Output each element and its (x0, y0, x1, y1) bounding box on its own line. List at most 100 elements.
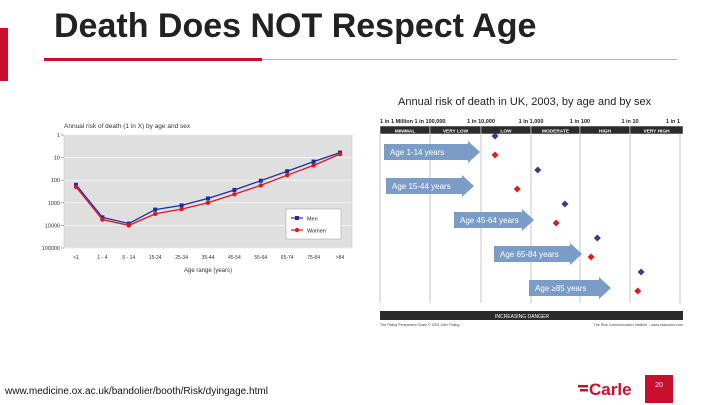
data-point-women (258, 183, 263, 188)
data-point-men (206, 196, 210, 201)
age-group-arrow (454, 209, 534, 231)
x-axis-ticks: <1 1 - 4 5 - 14 15-24 25-34 35-44 45-54 55-64 65… (73, 255, 344, 261)
data-point-men (232, 187, 237, 192)
x-tick-label: 45-54 (228, 255, 241, 261)
age-group-label: Age 15-44 years (392, 182, 451, 191)
scale-tick-label: 1 in 1 (666, 119, 680, 125)
slide-title: Death Does NOT Respect Age (54, 7, 537, 45)
y-tick-label: 1000 (48, 201, 60, 207)
series-group (73, 150, 343, 228)
x-tick-label: <1 (73, 255, 79, 261)
data-point-men (153, 207, 158, 212)
band-label: MODERATE (542, 129, 570, 135)
x-tick-label: 15-24 (149, 255, 162, 261)
women-risk-marker (552, 219, 560, 227)
band-cell (629, 125, 684, 135)
chart-title: Annual risk of death in UK, 2003, by age… (398, 96, 652, 108)
legend-box (285, 208, 342, 240)
scale-ticks: 1 in 1 Million 1 in 100,000 1 in 10,000 1 i… (380, 119, 680, 125)
age-group-label: Age 1-14 years (390, 148, 444, 157)
men-risk-marker (561, 200, 569, 208)
data-point-women (285, 172, 290, 178)
data-point-men (285, 169, 290, 174)
age-group-arrow (529, 277, 611, 299)
legend-women-marker (294, 227, 300, 233)
age-group-label: Age 45-64 years (460, 216, 519, 225)
age-groups: Age 1-14 years Age 15-44 years Age 45-64 y… (384, 132, 645, 299)
age-group-arrow (384, 141, 480, 163)
men-risk-marker (637, 268, 645, 276)
credit-left: The Paling Perspective Scale © 2001 John… (380, 323, 459, 327)
data-point-women (153, 211, 158, 217)
footer-label: INCREASING DANGER (495, 314, 549, 320)
scale-tick-label: 1 in 100 (570, 119, 590, 125)
x-tick-label: 5 - 14 (122, 255, 135, 261)
logo-stripe (580, 389, 588, 392)
x-axis-label: Age range (years) (184, 268, 232, 274)
women-risk-marker (634, 287, 642, 295)
source-url: www.medicine.ox.ac.uk/bandolier/booth/Ri… (5, 386, 268, 397)
chart-title: Annual risk of death (1 in X) by age and… (64, 123, 191, 130)
y-tick-label: 10 (54, 156, 60, 162)
logo-text: Carle (589, 380, 632, 399)
band-label: HIGH (599, 129, 612, 135)
y-tick-label: 100 (51, 178, 60, 184)
age-sex-risk-line-chart: Annual risk of death (1 in X) by age and… (42, 123, 353, 274)
page-number: 20 (645, 375, 673, 403)
x-tick-label: 1 - 4 (97, 255, 107, 261)
scale-tick-label: 1 in 10 (621, 119, 638, 125)
x-tick-label: 75-84 (307, 255, 320, 261)
men-risk-marker (593, 234, 601, 242)
data-point-women (179, 206, 184, 212)
title-underline (262, 59, 677, 60)
legend: Men Women (285, 208, 342, 240)
band-label: VERY LOW (443, 129, 469, 135)
scale-lines (379, 134, 681, 303)
x-tick-label: 65-74 (281, 255, 294, 261)
legend-women-label: Women (307, 229, 326, 235)
data-point-women (311, 163, 316, 168)
men-risk-marker (534, 166, 542, 174)
data-point-men (179, 203, 184, 208)
x-tick-label: >84 (336, 255, 345, 261)
carle-logo: Carle (578, 380, 632, 399)
x-tick-label: 25-34 (175, 255, 188, 261)
title-underline-accent (44, 58, 262, 61)
scale-tick-label: 1 in 1,000 (519, 119, 544, 125)
data-point-women (337, 151, 343, 157)
category-bands: MINIMAL VERY LOW LOW MODERATE HIGH VERY HIGH (379, 125, 684, 135)
scale-tick-label: 1 in 1 Million (380, 119, 414, 125)
y-tick-label: 1 (57, 133, 60, 139)
age-group-arrow (494, 243, 582, 265)
uk-risk-scale-chart: Annual risk of death in UK, 2003, by age… (379, 96, 684, 327)
band-label: LOW (500, 129, 512, 135)
data-point-men (258, 178, 263, 183)
data-point-women (73, 184, 79, 190)
women-risk-marker (491, 151, 499, 159)
band-label: VERY HIGH (643, 129, 670, 135)
data-point-women (205, 200, 211, 205)
y-axis-ticks: 1 10 100 1000 10000 100000 (42, 133, 64, 252)
footer-bar (380, 311, 683, 320)
age-group-label: Age ≥85 years (535, 284, 587, 293)
y-tick-label: 10000 (45, 223, 60, 229)
accent-bar (0, 28, 8, 81)
x-tick-label: 55-64 (254, 255, 267, 261)
data-point-men (311, 159, 316, 164)
data-point-women (126, 223, 131, 228)
y-tick-label: 100000 (42, 246, 60, 252)
scale-tick-label: 1 in 100,000 (415, 119, 446, 125)
legend-men-marker (295, 216, 299, 220)
men-risk-marker (491, 132, 499, 140)
band-label: MINIMAL (395, 129, 416, 135)
scale-tick-label: 1 in 10,000 (467, 119, 495, 125)
data-point-women (232, 192, 237, 197)
grid-lines (64, 134, 352, 249)
women-risk-marker (587, 253, 595, 261)
age-group-arrow (386, 175, 474, 197)
credit-right: The Risk Communication Institute – www.r… (594, 323, 683, 327)
x-tick-label: 35-44 (202, 255, 215, 261)
age-group-label: Age 65-84 years (500, 250, 559, 259)
data-point-women (100, 217, 105, 222)
legend-men-label: Men (307, 217, 318, 223)
